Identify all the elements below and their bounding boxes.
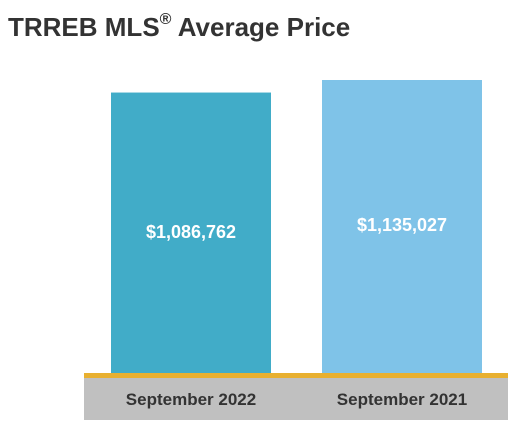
category-label-1: September 2022 (126, 390, 256, 409)
bar-2 (322, 80, 482, 375)
bar-value-label-1: $1,086,762 (146, 222, 236, 242)
registered-mark: ® (159, 11, 172, 29)
chart-title: TRREB MLS® Average Price (8, 11, 351, 43)
bar-value-label-2: $1,135,027 (357, 215, 447, 235)
chart-title-main: TRREB MLS (8, 12, 160, 42)
bar-1 (111, 92, 271, 376)
bars-layer: $1,086,762 $1,135,027 (111, 80, 482, 376)
category-labels-layer: September 2022 September 2021 (126, 390, 467, 409)
chart-title-rest: Average Price (171, 12, 351, 42)
category-label-2: September 2021 (337, 390, 467, 409)
category-axis-band (84, 377, 508, 420)
baseline-bar (84, 373, 508, 378)
